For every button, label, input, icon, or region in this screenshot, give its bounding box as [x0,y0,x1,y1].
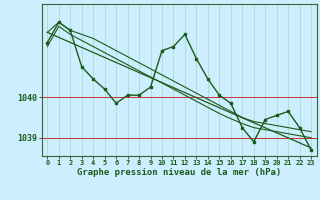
X-axis label: Graphe pression niveau de la mer (hPa): Graphe pression niveau de la mer (hPa) [77,168,281,177]
